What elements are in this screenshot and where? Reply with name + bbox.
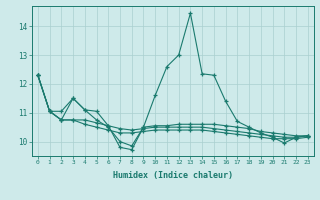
X-axis label: Humidex (Indice chaleur): Humidex (Indice chaleur) [113, 171, 233, 180]
